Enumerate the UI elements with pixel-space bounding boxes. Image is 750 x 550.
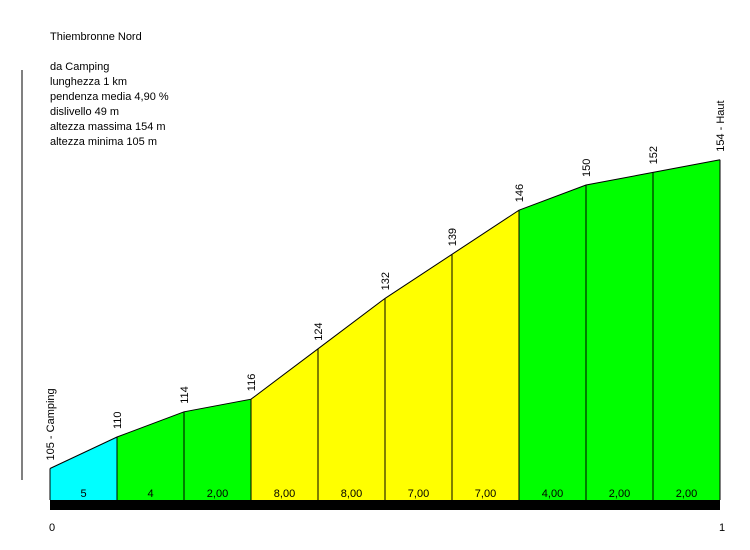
profile-segment (318, 298, 385, 500)
profile-segment (586, 172, 653, 500)
x-tick-label: 1 (719, 522, 725, 534)
profile-segment (452, 210, 519, 500)
x-axis-bar (50, 500, 720, 510)
profile-segment (385, 254, 452, 500)
profile-segment (50, 437, 117, 500)
segment-gradient-label: 2,00 (609, 488, 630, 500)
elevation-label: 150 (581, 159, 593, 177)
segment-gradient-label: 4,00 (542, 488, 563, 500)
climb-avg-gradient: pendenza media 4,90 % (50, 91, 169, 103)
elevation-label: 116 (246, 374, 258, 392)
elevation-label: 105 - Camping (45, 388, 57, 460)
climb-length: lunghezza 1 km (50, 76, 128, 88)
segment-gradient-label: 8,00 (341, 488, 362, 500)
profile-segment (251, 348, 318, 500)
climb-title: Thiembronne Nord (50, 31, 142, 43)
segment-gradient-label: 7,00 (408, 488, 429, 500)
elevation-label: 152 (648, 146, 660, 164)
profile-segment (184, 399, 251, 500)
profile-segment (117, 411, 184, 500)
profile-segment (519, 185, 586, 500)
elevation-label: 110 (112, 411, 124, 429)
segment-gradient-label: 8,00 (274, 488, 295, 500)
elevation-label: 114 (179, 386, 191, 404)
profile-segment (653, 159, 720, 501)
elevation-label: 154 - Haut (715, 100, 727, 151)
elevation-label: 132 (380, 272, 392, 290)
segment-gradient-label: 7,00 (475, 488, 496, 500)
profile-line (49, 159, 721, 469)
climb-max-altitude: altezza massima 154 m (50, 121, 166, 133)
segment-gradient-label: 4 (147, 488, 153, 500)
climb-info: Thiembronne Nord da Camping lunghezza 1 … (50, 30, 169, 150)
climb-min-altitude: altezza minima 105 m (50, 136, 157, 148)
elevation-label: 139 (447, 228, 459, 246)
segment-gradient-label: 2,00 (676, 488, 697, 500)
climb-start: da Camping (50, 61, 110, 73)
segment-gradient-label: 5 (80, 488, 86, 500)
x-tick-label: 0 (49, 522, 55, 534)
elevation-label: 124 (313, 322, 325, 340)
climb-elevation-gain: dislivello 49 m (50, 106, 120, 118)
elevation-label: 146 (514, 184, 526, 202)
segment-gradient-label: 2,00 (207, 488, 228, 500)
